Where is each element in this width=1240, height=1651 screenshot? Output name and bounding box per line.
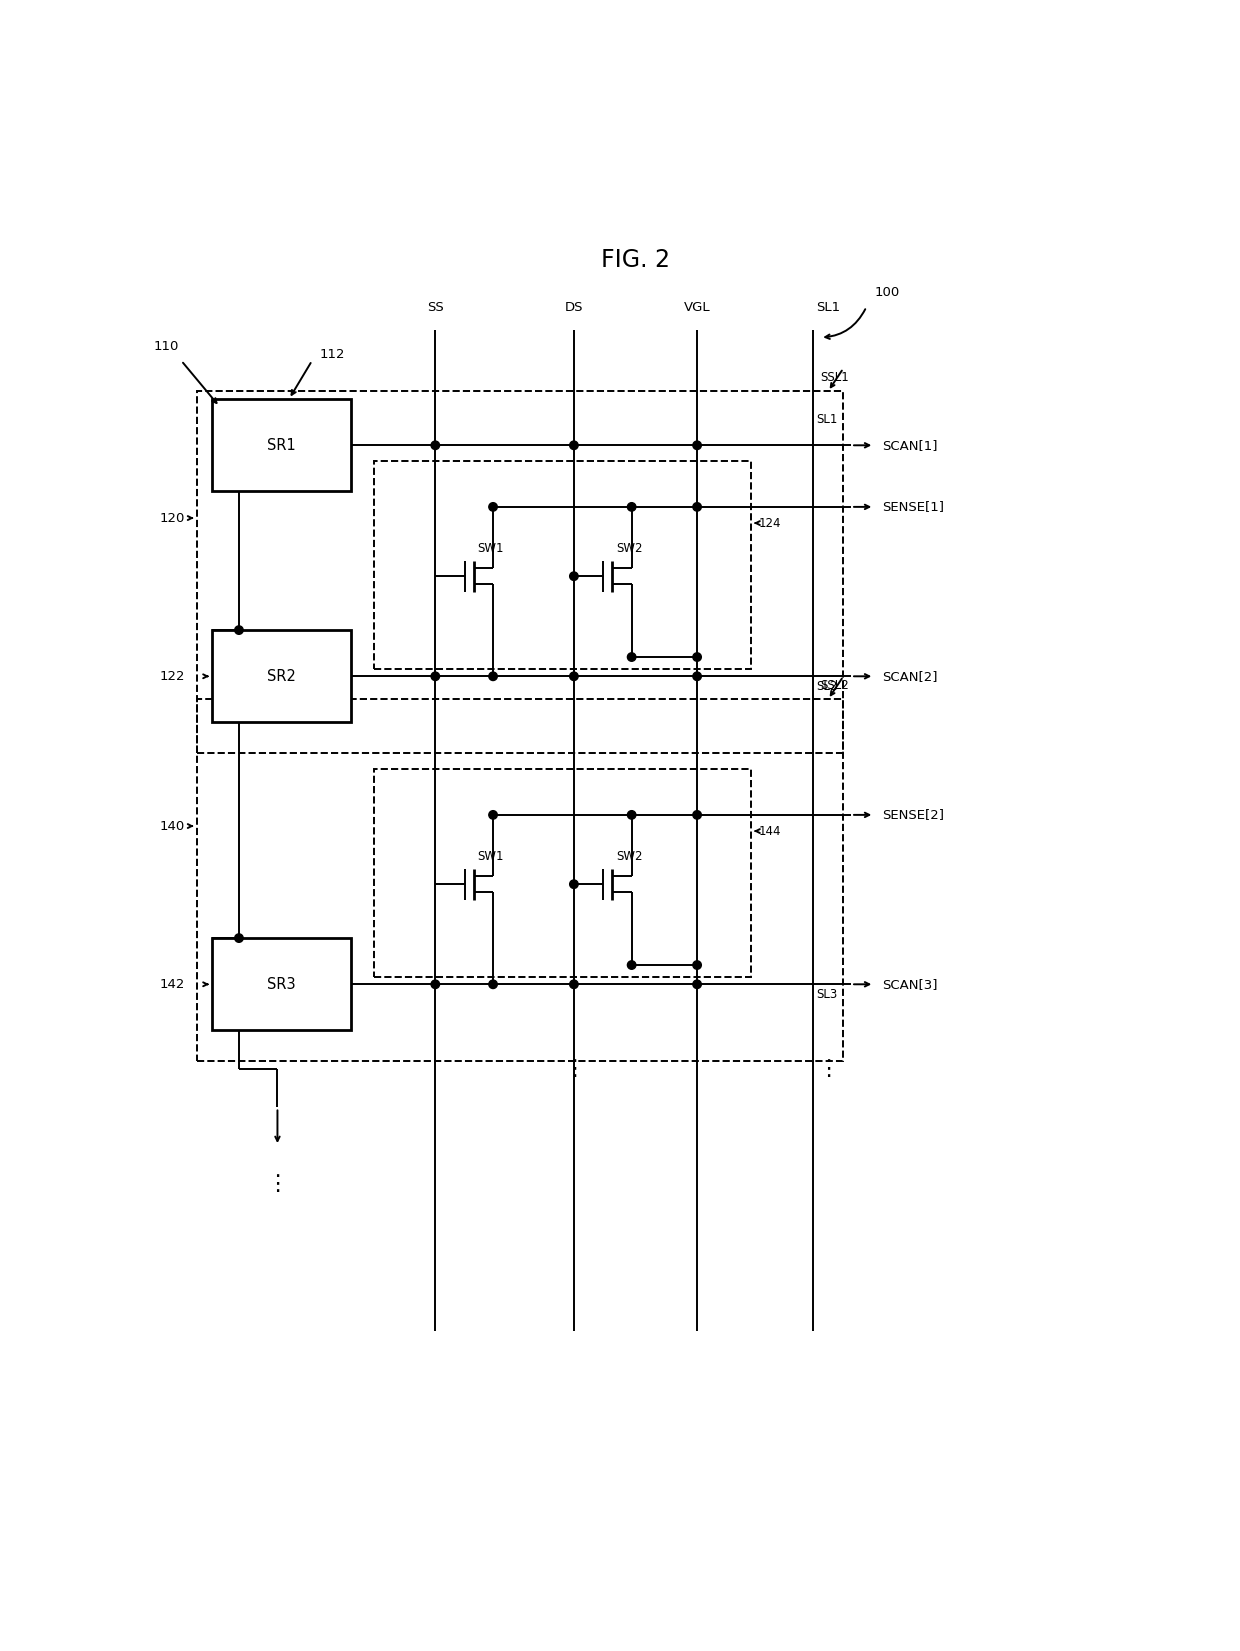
Circle shape — [569, 672, 578, 680]
Circle shape — [489, 672, 497, 680]
Text: SW2: SW2 — [616, 850, 642, 862]
Circle shape — [234, 626, 243, 634]
Circle shape — [693, 672, 702, 680]
Text: SCAN[3]: SCAN[3] — [882, 977, 937, 991]
Circle shape — [693, 981, 702, 989]
Circle shape — [627, 961, 636, 969]
Circle shape — [234, 934, 243, 943]
Circle shape — [693, 961, 702, 969]
Text: VGL: VGL — [683, 302, 711, 314]
Text: SS: SS — [427, 302, 444, 314]
Text: ⋮: ⋮ — [267, 1174, 289, 1194]
Text: 140: 140 — [160, 819, 185, 832]
Circle shape — [693, 652, 702, 662]
Text: ⋮: ⋮ — [817, 1058, 839, 1080]
Text: DS: DS — [564, 302, 583, 314]
Bar — [373, 769, 751, 977]
Text: SCAN[2]: SCAN[2] — [882, 670, 937, 684]
Circle shape — [432, 981, 439, 989]
Text: 110: 110 — [153, 340, 179, 353]
Circle shape — [489, 502, 497, 512]
Text: SSL1: SSL1 — [821, 371, 849, 383]
Circle shape — [627, 811, 636, 819]
Text: SW1: SW1 — [477, 542, 505, 555]
Text: 124: 124 — [759, 517, 781, 530]
Text: SR2: SR2 — [267, 669, 295, 684]
Text: SENSE[2]: SENSE[2] — [882, 809, 944, 822]
Text: FIG. 2: FIG. 2 — [601, 249, 670, 272]
Circle shape — [693, 441, 702, 449]
Text: SCAN[1]: SCAN[1] — [882, 439, 937, 452]
Circle shape — [569, 981, 578, 989]
Text: SW1: SW1 — [477, 850, 505, 862]
Bar — [197, 700, 843, 1062]
Circle shape — [693, 502, 702, 512]
Text: 142: 142 — [160, 977, 185, 991]
Text: ⋮: ⋮ — [563, 1058, 585, 1080]
Bar — [212, 938, 351, 1030]
Text: SR1: SR1 — [267, 438, 295, 452]
Circle shape — [569, 880, 578, 888]
Bar — [373, 461, 751, 669]
Text: SW2: SW2 — [616, 542, 642, 555]
Circle shape — [432, 441, 439, 449]
Text: 120: 120 — [160, 512, 185, 525]
Bar — [212, 400, 351, 492]
Text: 100: 100 — [874, 286, 899, 299]
Circle shape — [569, 441, 578, 449]
Circle shape — [627, 652, 636, 662]
Text: 122: 122 — [160, 670, 185, 684]
Text: 144: 144 — [759, 824, 781, 837]
Text: SSL2: SSL2 — [821, 679, 849, 692]
Bar — [197, 391, 843, 753]
Circle shape — [432, 672, 439, 680]
Text: SL1: SL1 — [816, 302, 841, 314]
Circle shape — [627, 502, 636, 512]
Circle shape — [489, 811, 497, 819]
Circle shape — [489, 981, 497, 989]
Text: SL3: SL3 — [816, 989, 838, 1001]
Text: SL1: SL1 — [816, 413, 838, 426]
Text: SENSE[1]: SENSE[1] — [882, 500, 944, 513]
Circle shape — [569, 571, 578, 581]
Text: SL2: SL2 — [816, 680, 838, 693]
Text: 112: 112 — [320, 348, 345, 360]
Circle shape — [693, 811, 702, 819]
Text: SR3: SR3 — [267, 977, 295, 992]
Bar — [212, 631, 351, 723]
